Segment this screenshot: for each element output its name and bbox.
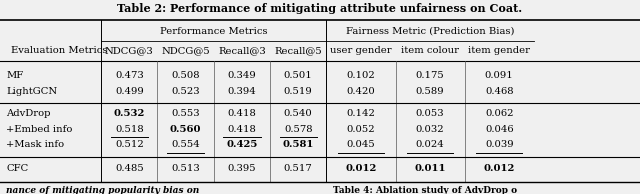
Text: Performance Metrics: Performance Metrics (160, 27, 268, 36)
Text: 0.501: 0.501 (284, 71, 312, 80)
Text: 0.578: 0.578 (284, 125, 312, 133)
Text: 0.052: 0.052 (347, 125, 375, 133)
Text: +Mask info: +Mask info (6, 140, 65, 149)
Text: 0.540: 0.540 (284, 109, 312, 118)
Text: 0.012: 0.012 (483, 164, 515, 173)
Text: Evaluation Metrics: Evaluation Metrics (12, 46, 108, 55)
Text: LightGCN: LightGCN (6, 87, 58, 96)
Text: 0.039: 0.039 (485, 140, 513, 149)
Text: 0.473: 0.473 (115, 71, 143, 80)
Text: 0.519: 0.519 (284, 87, 312, 96)
Text: Recall@3: Recall@3 (218, 46, 266, 55)
Text: 0.518: 0.518 (115, 125, 143, 133)
Text: 0.053: 0.053 (416, 109, 444, 118)
Text: 0.553: 0.553 (172, 109, 200, 118)
Text: 0.508: 0.508 (172, 71, 200, 80)
Text: 0.517: 0.517 (284, 164, 312, 173)
Text: 0.418: 0.418 (227, 125, 257, 133)
Text: 0.512: 0.512 (115, 140, 143, 149)
Text: 0.425: 0.425 (226, 140, 258, 149)
Text: 0.589: 0.589 (416, 87, 444, 96)
Text: item colour: item colour (401, 46, 459, 55)
Text: NDCG@3: NDCG@3 (105, 46, 154, 55)
Text: nance of mitigating popularity bias on: nance of mitigating popularity bias on (6, 186, 200, 194)
Text: 0.032: 0.032 (416, 125, 444, 133)
Text: 0.045: 0.045 (347, 140, 375, 149)
Text: 0.418: 0.418 (227, 109, 257, 118)
Text: Table 2: Performance of mitigating attribute unfairness on Coat.: Table 2: Performance of mitigating attri… (117, 3, 523, 14)
Text: 0.420: 0.420 (347, 87, 375, 96)
Text: 0.581: 0.581 (282, 140, 314, 149)
Text: 0.011: 0.011 (414, 164, 446, 173)
Text: Recall@5: Recall@5 (275, 46, 322, 55)
Text: 0.062: 0.062 (485, 109, 513, 118)
Text: 0.012: 0.012 (345, 164, 377, 173)
Text: 0.395: 0.395 (228, 164, 256, 173)
Text: 0.394: 0.394 (228, 87, 256, 96)
Text: MF: MF (6, 71, 24, 80)
Text: 0.175: 0.175 (416, 71, 444, 80)
Text: 0.468: 0.468 (485, 87, 513, 96)
Text: 0.142: 0.142 (346, 109, 376, 118)
Text: 0.046: 0.046 (485, 125, 513, 133)
Text: 0.560: 0.560 (170, 125, 202, 133)
Text: item gender: item gender (468, 46, 530, 55)
Text: Fairness Metric (Prediction Bias): Fairness Metric (Prediction Bias) (346, 27, 515, 36)
Text: 0.499: 0.499 (115, 87, 143, 96)
Text: 0.485: 0.485 (115, 164, 143, 173)
Text: 0.091: 0.091 (485, 71, 513, 80)
Text: 0.102: 0.102 (347, 71, 375, 80)
Text: 0.532: 0.532 (113, 109, 145, 118)
Text: 0.523: 0.523 (172, 87, 200, 96)
Text: user gender: user gender (330, 46, 392, 55)
Text: +Embed info: +Embed info (6, 125, 73, 133)
Text: AdvDrop: AdvDrop (6, 109, 51, 118)
Text: 0.513: 0.513 (172, 164, 200, 173)
Text: CFC: CFC (6, 164, 29, 173)
Text: NDCG@5: NDCG@5 (161, 46, 210, 55)
Text: Table 4: Ablation study of AdvDrop o: Table 4: Ablation study of AdvDrop o (333, 186, 517, 194)
Text: 0.349: 0.349 (228, 71, 256, 80)
Text: 0.554: 0.554 (172, 140, 200, 149)
Text: 0.024: 0.024 (416, 140, 444, 149)
